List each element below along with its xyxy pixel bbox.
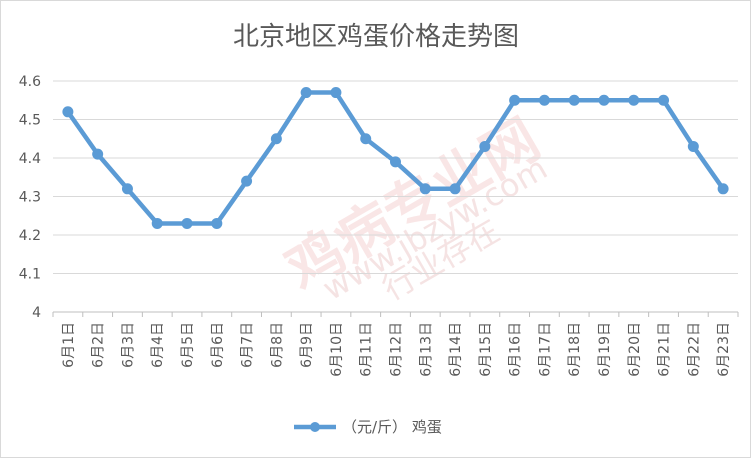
data-point <box>151 217 163 229</box>
x-tick-label: 6月11日 <box>359 322 375 377</box>
legend-marker <box>310 422 320 432</box>
y-tick-label: 4 <box>32 305 41 321</box>
x-tick-label: 6月12日 <box>389 322 405 377</box>
data-point <box>62 106 74 118</box>
data-point <box>181 217 193 229</box>
data-point <box>538 94 550 106</box>
data-point <box>211 217 223 229</box>
x-tick-label: 6月17日 <box>537 322 553 377</box>
data-point <box>479 140 491 152</box>
data-point <box>717 183 729 195</box>
x-tick-label: 6月21日 <box>657 322 673 377</box>
x-tick-label: 6月19日 <box>597 322 613 377</box>
x-tick-label: 6月15日 <box>478 322 494 377</box>
data-point <box>568 94 580 106</box>
x-tick-label: 6月13日 <box>418 322 434 377</box>
x-tick-label: 6月14日 <box>448 322 464 377</box>
data-point <box>330 87 342 99</box>
data-point <box>658 94 670 106</box>
y-tick-label: 4.6 <box>19 74 41 90</box>
legend: （元/斤） 鸡蛋 <box>294 418 442 436</box>
data-point <box>300 87 312 99</box>
x-tick-label: 6月1日 <box>61 322 77 368</box>
y-tick-label: 4.5 <box>19 113 41 129</box>
y-tick-label: 4.1 <box>19 267 41 283</box>
x-tick-label: 6月7日 <box>240 322 256 368</box>
data-point <box>687 140 699 152</box>
x-tick-label: 6月10日 <box>329 322 345 377</box>
x-tick-label: 6月4日 <box>150 322 166 368</box>
x-tick-label: 6月18日 <box>567 322 583 377</box>
watermark: 鸡病专业网 www.jbzyw.com 行业存在 <box>276 107 554 308</box>
y-tick-label: 4.3 <box>19 190 41 206</box>
x-tick-label: 6月2日 <box>91 322 107 368</box>
data-point <box>419 183 431 195</box>
data-point <box>449 183 461 195</box>
data-point <box>390 156 401 168</box>
x-tick-label: 6月5日 <box>180 322 196 368</box>
data-point <box>92 148 104 160</box>
x-tick-label: 6月3日 <box>120 322 136 368</box>
chart-title: 北京地区鸡蛋价格走势图 <box>233 22 519 52</box>
data-point <box>509 94 521 106</box>
x-tick-label: 6月6日 <box>210 322 226 368</box>
x-tick-label: 6月16日 <box>508 322 524 377</box>
data-point <box>628 94 640 106</box>
y-tick-label: 4.4 <box>19 151 41 167</box>
data-point <box>121 183 133 195</box>
x-axis-ticks: 6月1日 6月2日 6月3日 6月4日 6月5日 6月6日 6月7日 6月8日 6月9日 6月10… <box>52 312 739 377</box>
data-point <box>360 133 372 145</box>
x-tick-label: 6月22日 <box>686 322 702 377</box>
x-tick-label: 6月20日 <box>627 322 643 377</box>
y-axis-ticks: 4 4.1 4.2 4.3 4.4 4.5 4.6 <box>19 74 41 321</box>
data-point <box>241 175 253 187</box>
series <box>62 87 729 229</box>
legend-label: （元/斤） 鸡蛋 <box>342 418 442 436</box>
x-tick-label: 6月8日 <box>269 322 285 368</box>
x-tick-label: 6月9日 <box>299 322 315 368</box>
x-tick-label: 6月23日 <box>716 322 732 377</box>
data-point <box>598 94 610 106</box>
y-tick-label: 4.2 <box>19 228 41 244</box>
data-point <box>270 133 282 145</box>
